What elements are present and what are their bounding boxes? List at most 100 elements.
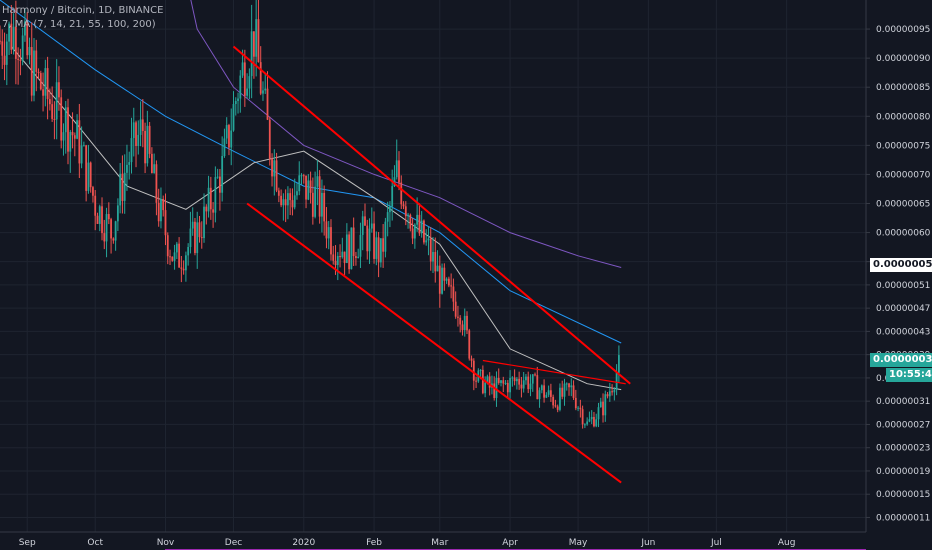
candle — [189, 211, 192, 254]
candle-body — [611, 391, 613, 393]
candle — [78, 103, 81, 179]
candle — [46, 56, 49, 120]
candle — [33, 38, 35, 102]
trendline-line — [482, 359, 626, 385]
candle-body — [391, 186, 394, 207]
candle-body — [468, 330, 471, 359]
candle-body — [343, 251, 346, 263]
candle — [257, 0, 260, 63]
candle-body — [305, 175, 307, 200]
candle-body — [608, 391, 611, 397]
candle — [28, 37, 31, 65]
candle — [318, 170, 321, 224]
candle — [565, 382, 568, 391]
candle-body — [33, 50, 35, 96]
candle-body — [24, 21, 26, 36]
candle — [0, 25, 1, 45]
candle-body — [21, 35, 24, 61]
candle-body — [534, 374, 536, 376]
candle — [413, 223, 416, 249]
candle — [534, 372, 536, 377]
time-tick-label: May — [569, 538, 588, 548]
candle-body — [150, 153, 153, 174]
candle-body — [615, 372, 618, 390]
candle — [321, 179, 323, 233]
candle — [228, 123, 230, 156]
candle — [219, 168, 221, 211]
candle-body — [148, 125, 151, 154]
candle-body — [221, 156, 224, 193]
candle-body — [561, 387, 564, 397]
moving-average-200 — [190, 0, 622, 268]
candle-body — [617, 355, 620, 373]
candle — [506, 379, 509, 399]
candle — [248, 68, 251, 100]
candle — [377, 231, 380, 278]
candle-body — [495, 377, 498, 399]
candle — [606, 392, 609, 399]
candle — [404, 201, 407, 226]
candle-body — [398, 160, 400, 183]
candle — [5, 33, 8, 86]
candle — [352, 217, 355, 267]
candle-body — [427, 238, 430, 241]
candle — [547, 385, 550, 398]
candle — [178, 237, 180, 268]
candle-body — [454, 301, 457, 317]
candle-body — [443, 267, 446, 281]
candle — [536, 366, 539, 400]
candle-body — [62, 132, 65, 141]
candle-body — [12, 26, 15, 50]
candle — [187, 243, 190, 266]
candle-body — [345, 234, 348, 263]
candle-body — [531, 374, 534, 384]
candle — [89, 161, 92, 193]
candle — [169, 249, 171, 265]
candle-body — [253, 31, 255, 57]
candle-body — [296, 191, 298, 196]
candle — [511, 376, 514, 387]
candle-body — [175, 243, 178, 253]
candle — [155, 160, 158, 216]
candle — [128, 151, 131, 180]
candle — [305, 175, 307, 209]
candle — [137, 120, 140, 155]
candle-body — [243, 62, 246, 96]
candle — [423, 219, 425, 245]
candle-body — [522, 380, 525, 389]
candle-body — [504, 382, 507, 384]
candle — [67, 98, 69, 165]
time-tick-label: Mar — [431, 538, 448, 548]
candle — [268, 116, 271, 166]
candles — [0, 0, 620, 429]
price-tick-label: 0.00000023 — [876, 444, 930, 454]
candle-body — [164, 210, 167, 236]
candle-body — [595, 419, 598, 427]
candle-body — [207, 187, 210, 212]
candle-body — [82, 145, 85, 147]
candle-body — [119, 173, 122, 206]
candle — [336, 252, 339, 281]
candle-body — [92, 187, 94, 196]
candle — [366, 219, 369, 260]
candle-body — [94, 195, 97, 216]
candle-body — [58, 82, 60, 98]
candle — [382, 224, 385, 268]
candle-body — [515, 378, 518, 382]
candle-body — [341, 251, 344, 258]
candle — [130, 117, 133, 174]
candle-body — [327, 227, 330, 239]
chart-title: Harmony / Bitcoin, 1D, BINANCE — [2, 5, 164, 16]
candle — [595, 413, 598, 428]
candle — [339, 244, 341, 268]
candle-body — [513, 377, 516, 382]
candle-body — [1, 41, 4, 56]
candle — [461, 320, 464, 336]
candle — [191, 207, 194, 236]
candle — [602, 393, 604, 423]
candle-body — [556, 406, 559, 410]
candle-body — [486, 376, 489, 383]
candle-body — [187, 247, 190, 256]
candle — [599, 397, 602, 408]
